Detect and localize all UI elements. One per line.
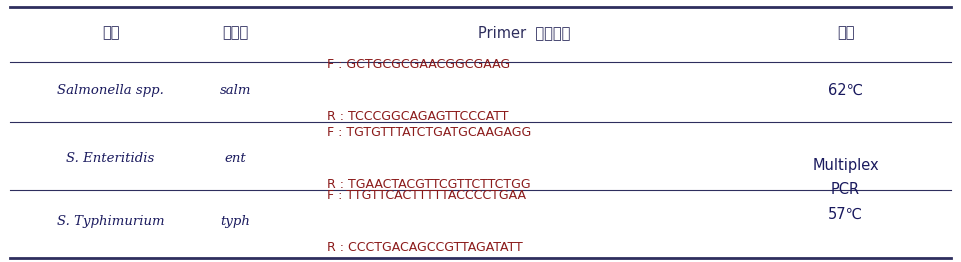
Text: R : TGAACTACGTTCGTTCTTCTGG: R : TGAACTACGTTCGTTCTTCTGG <box>327 178 530 191</box>
Text: 62℃: 62℃ <box>828 83 863 98</box>
Text: salm: salm <box>220 84 251 97</box>
Text: R : TCCCGGCAGAGTTCCCATT: R : TCCCGGCAGAGTTCCCATT <box>327 110 508 123</box>
Text: typh: typh <box>220 215 251 228</box>
Text: R : CCCTGACAGCCGTTAGATATT: R : CCCTGACAGCCGTTAGATATT <box>327 241 523 254</box>
Text: 타켓: 타켓 <box>102 25 119 40</box>
Text: Multiplex: Multiplex <box>812 157 879 173</box>
Text: F : GCTGCGCGAACGGCGAAG: F : GCTGCGCGAACGGCGAAG <box>327 58 510 71</box>
Text: S. Typhimurium: S. Typhimurium <box>57 215 164 228</box>
Text: F : TTGTTCACTTTTTACCCCTGAA: F : TTGTTCACTTTTTACCCCTGAA <box>327 189 526 202</box>
Text: 57℃: 57℃ <box>828 207 863 222</box>
Text: PCR: PCR <box>831 182 860 198</box>
Text: Salmonella spp.: Salmonella spp. <box>57 84 164 97</box>
Text: ent: ent <box>225 152 246 165</box>
Text: S. Enteritidis: S. Enteritidis <box>66 152 155 165</box>
Text: Primer  염기서열: Primer 염기서열 <box>478 25 570 40</box>
Text: 조건: 조건 <box>837 25 854 40</box>
Text: F : TGTGTTTATCTGATGCAAGAGG: F : TGTGTTTATCTGATGCAAGAGG <box>327 126 531 139</box>
Text: 유전자: 유전자 <box>222 25 249 40</box>
